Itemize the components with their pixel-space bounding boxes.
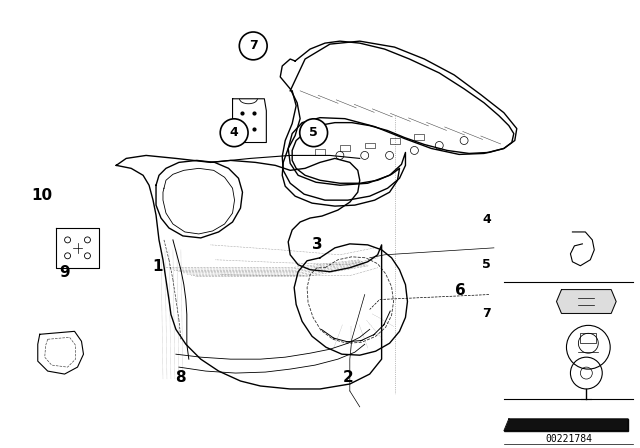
Text: 7: 7 [483,306,491,319]
Polygon shape [557,289,616,314]
Text: 4: 4 [483,213,491,226]
Text: 8: 8 [175,370,186,385]
Polygon shape [504,419,628,431]
Text: 00221784: 00221784 [545,434,592,444]
Text: 2: 2 [343,370,354,385]
Text: 10: 10 [31,188,52,202]
Bar [365,142,374,148]
Text: 4: 4 [230,126,239,139]
Bar [580,333,596,343]
Bar [415,134,424,139]
Text: 3: 3 [312,237,322,251]
Text: 6: 6 [454,283,465,298]
Text: 9: 9 [59,266,70,280]
Text: 1: 1 [152,259,163,274]
Text: 7: 7 [249,39,257,52]
Text: 5: 5 [309,126,318,139]
Circle shape [239,32,267,60]
Bar [390,138,399,143]
Bar [315,150,325,155]
Circle shape [300,119,328,146]
Text: 5: 5 [483,258,491,271]
Circle shape [220,119,248,146]
Bar [340,146,350,151]
